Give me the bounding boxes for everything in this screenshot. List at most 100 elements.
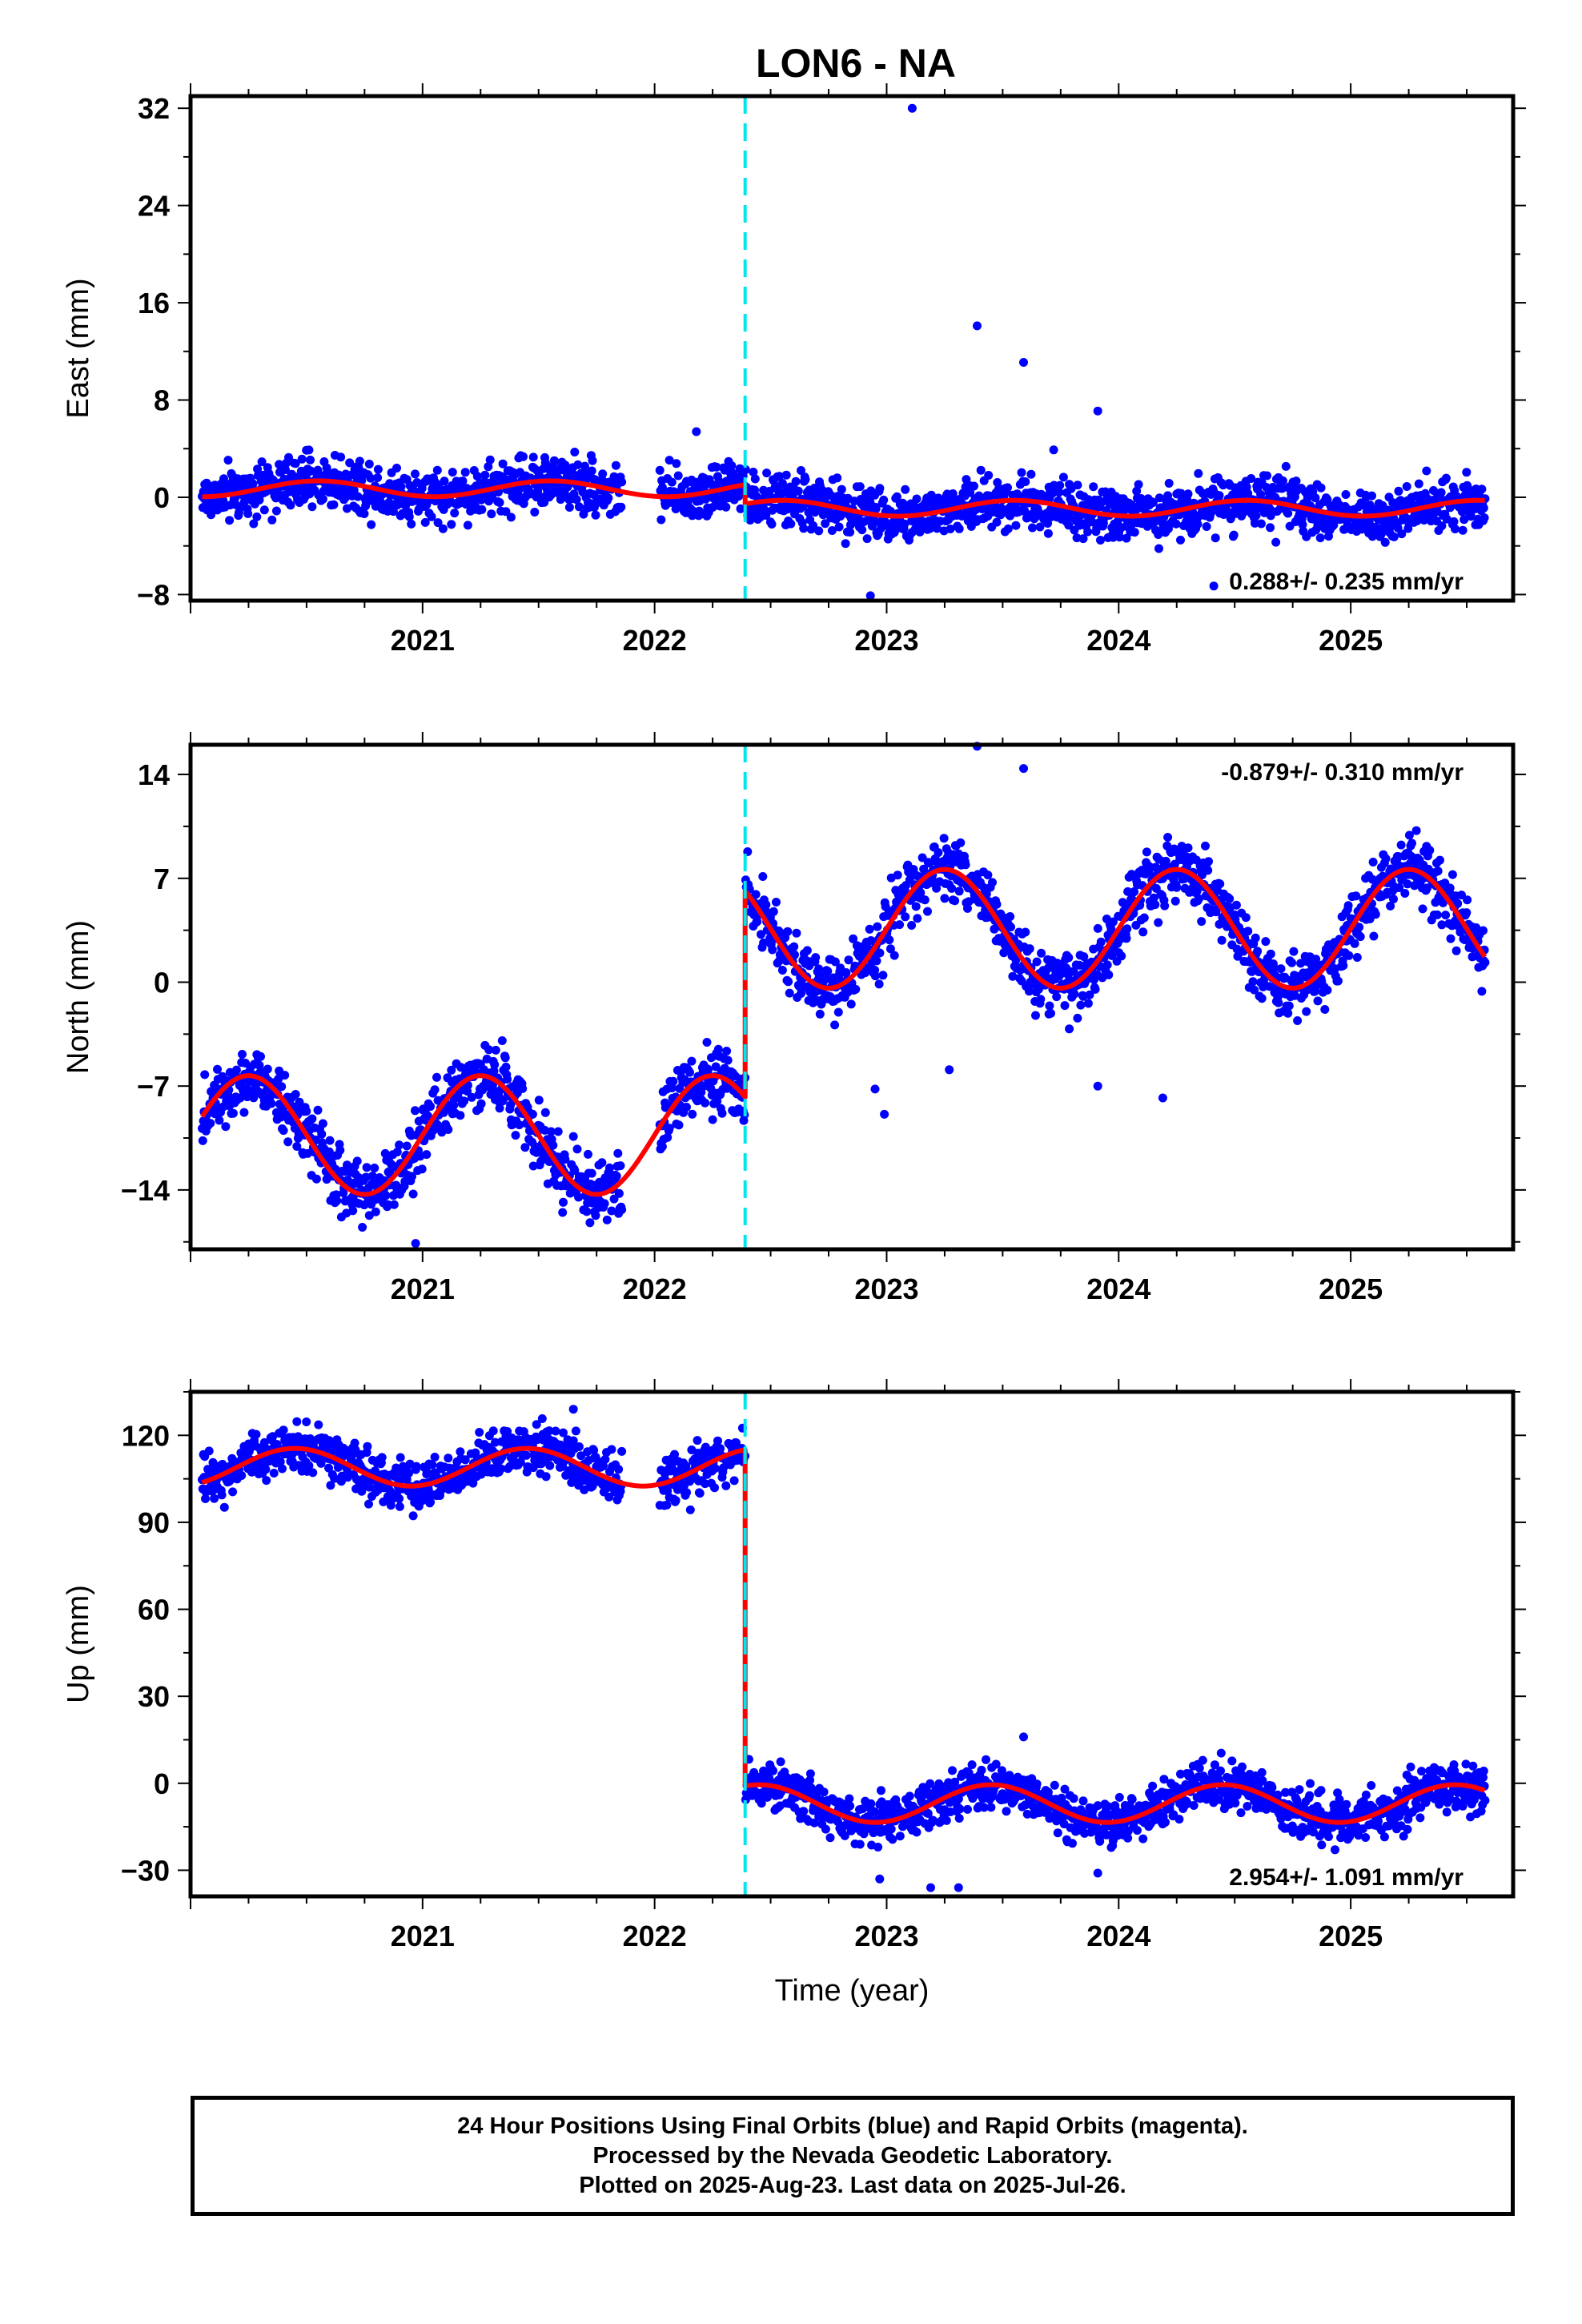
- up-data-point-851: [776, 1757, 785, 1767]
- east-y-tick-label: 16: [138, 287, 170, 320]
- north-data-point-1389: [1118, 898, 1127, 907]
- north-data-point-744: [708, 1115, 717, 1124]
- east-data-point-1924: [1458, 525, 1468, 535]
- east-data-point-1701: [1316, 483, 1326, 493]
- east-data-point-1447: [1154, 493, 1164, 503]
- north-data-point-665: [657, 1142, 667, 1152]
- north-data-point-1323: [1076, 1000, 1086, 1010]
- east-data-point-976: [855, 482, 865, 492]
- north-data-point-1304: [1064, 953, 1074, 963]
- east-data-point-660: [617, 477, 627, 487]
- north-data-point-289: [381, 1191, 391, 1200]
- east-data-point-1007: [875, 484, 885, 493]
- east-data-point-754: [714, 476, 724, 486]
- north-data-point-872: [789, 942, 799, 951]
- north-data-point-680: [667, 1084, 677, 1092]
- north-data-point-571: [560, 1155, 570, 1164]
- north-data-point-1184: [988, 878, 997, 887]
- up-data-point-387: [444, 1454, 453, 1463]
- north-data-point-63: [238, 1050, 247, 1059]
- north-data-point-560: [553, 1127, 563, 1136]
- north-data-point-913: [815, 1009, 825, 1019]
- east-data-point-1541: [1215, 491, 1224, 501]
- north-data-point-387: [444, 1125, 453, 1134]
- north-data-point-862: [783, 927, 793, 936]
- north-data-point-424: [467, 1092, 476, 1102]
- north-data-point-1758: [1352, 953, 1362, 962]
- east-data-point-433: [472, 472, 482, 481]
- north-data-point-1022: [885, 935, 894, 945]
- east-y-tick-label: 24: [138, 190, 170, 223]
- east-data-point-473: [498, 459, 508, 468]
- up-data-point-535: [537, 1414, 547, 1423]
- east-data-point-1460: [1163, 491, 1173, 501]
- north-data-point-288: [380, 1148, 390, 1158]
- east-outlier-point-2: [1019, 358, 1028, 367]
- north-x-tick-label: 2023: [854, 1273, 918, 1305]
- up-data-point-101: [262, 1476, 271, 1486]
- north-data-point-54: [231, 1065, 241, 1075]
- north-data-point-549: [546, 1127, 556, 1136]
- east-data-point-239: [349, 485, 359, 495]
- north-data-point-1082: [923, 907, 932, 916]
- east-x-tick-label: 2022: [623, 624, 687, 657]
- east-data-point-521: [528, 452, 538, 462]
- north-data-point-629: [597, 1158, 607, 1168]
- east-data-point-255: [359, 509, 369, 518]
- north-data-point-619: [591, 1211, 600, 1220]
- north-data-point-592: [574, 1192, 584, 1202]
- east-data-point-414: [460, 468, 470, 477]
- east-data-point-1481: [1176, 489, 1186, 498]
- up-data-point-556: [551, 1426, 560, 1436]
- north-data-point-1736: [1339, 961, 1348, 971]
- east-data-point-1672: [1298, 520, 1307, 529]
- east-data-point-410: [458, 476, 468, 486]
- east-data-point-663: [656, 515, 666, 525]
- up-data-point-113: [269, 1469, 279, 1478]
- north-model-curve: [200, 866, 1488, 1197]
- east-data-point-578: [564, 503, 574, 512]
- up-data-point-724: [695, 1489, 705, 1498]
- east-data-point-811: [750, 474, 760, 484]
- east-data-point-1308: [1066, 484, 1076, 493]
- north-data-point-1221: [1011, 955, 1021, 965]
- north-data-point-1212: [1006, 912, 1015, 921]
- east-data-point-911: [814, 526, 824, 536]
- east-y-tick-label: −8: [137, 578, 170, 611]
- east-data-point-81: [249, 519, 259, 529]
- north-y-tick-label: 7: [154, 862, 170, 895]
- north-data-point-330: [408, 1172, 416, 1181]
- north-data-point-460: [490, 1060, 500, 1069]
- east-data-point-87: [253, 464, 263, 474]
- north-data-point-1305: [1065, 1024, 1074, 1034]
- north-data-point-1216: [1008, 971, 1018, 981]
- up-data-point-260: [363, 1441, 372, 1451]
- east-data-point-887: [799, 524, 809, 533]
- east-data-point-394: [448, 468, 457, 477]
- east-data-point-1930: [1462, 468, 1472, 477]
- north-data-point-1711: [1323, 985, 1332, 995]
- east-x-tick-labels: 2021 2022 2023 2024 2025: [391, 624, 1383, 657]
- north-data-point-164: [302, 1107, 311, 1116]
- east-data-point-883: [797, 466, 805, 475]
- north-data-point-766: [722, 1047, 732, 1055]
- east-data-point-196: [322, 463, 331, 472]
- north-data-point-153: [295, 1097, 304, 1107]
- east-data-point-1272: [1043, 529, 1053, 538]
- east-data-point-867: [786, 519, 796, 529]
- north-data-point-1243: [1025, 944, 1034, 954]
- east-data-point-1641: [1278, 476, 1287, 485]
- north-data-point-1252: [1031, 1011, 1040, 1020]
- east-data-point-1191: [992, 517, 1002, 527]
- east-data-point-1230: [1017, 468, 1026, 477]
- north-data-point-691: [674, 1120, 684, 1130]
- east-data-point-98: [259, 505, 269, 515]
- east-data-point-86: [252, 512, 262, 521]
- up-data-point-644: [607, 1445, 616, 1454]
- north-data-point-1783: [1368, 858, 1378, 866]
- north-data-point-1678: [1302, 1007, 1311, 1016]
- up-data-point-436: [475, 1428, 484, 1437]
- north-data-point-590: [572, 1144, 582, 1154]
